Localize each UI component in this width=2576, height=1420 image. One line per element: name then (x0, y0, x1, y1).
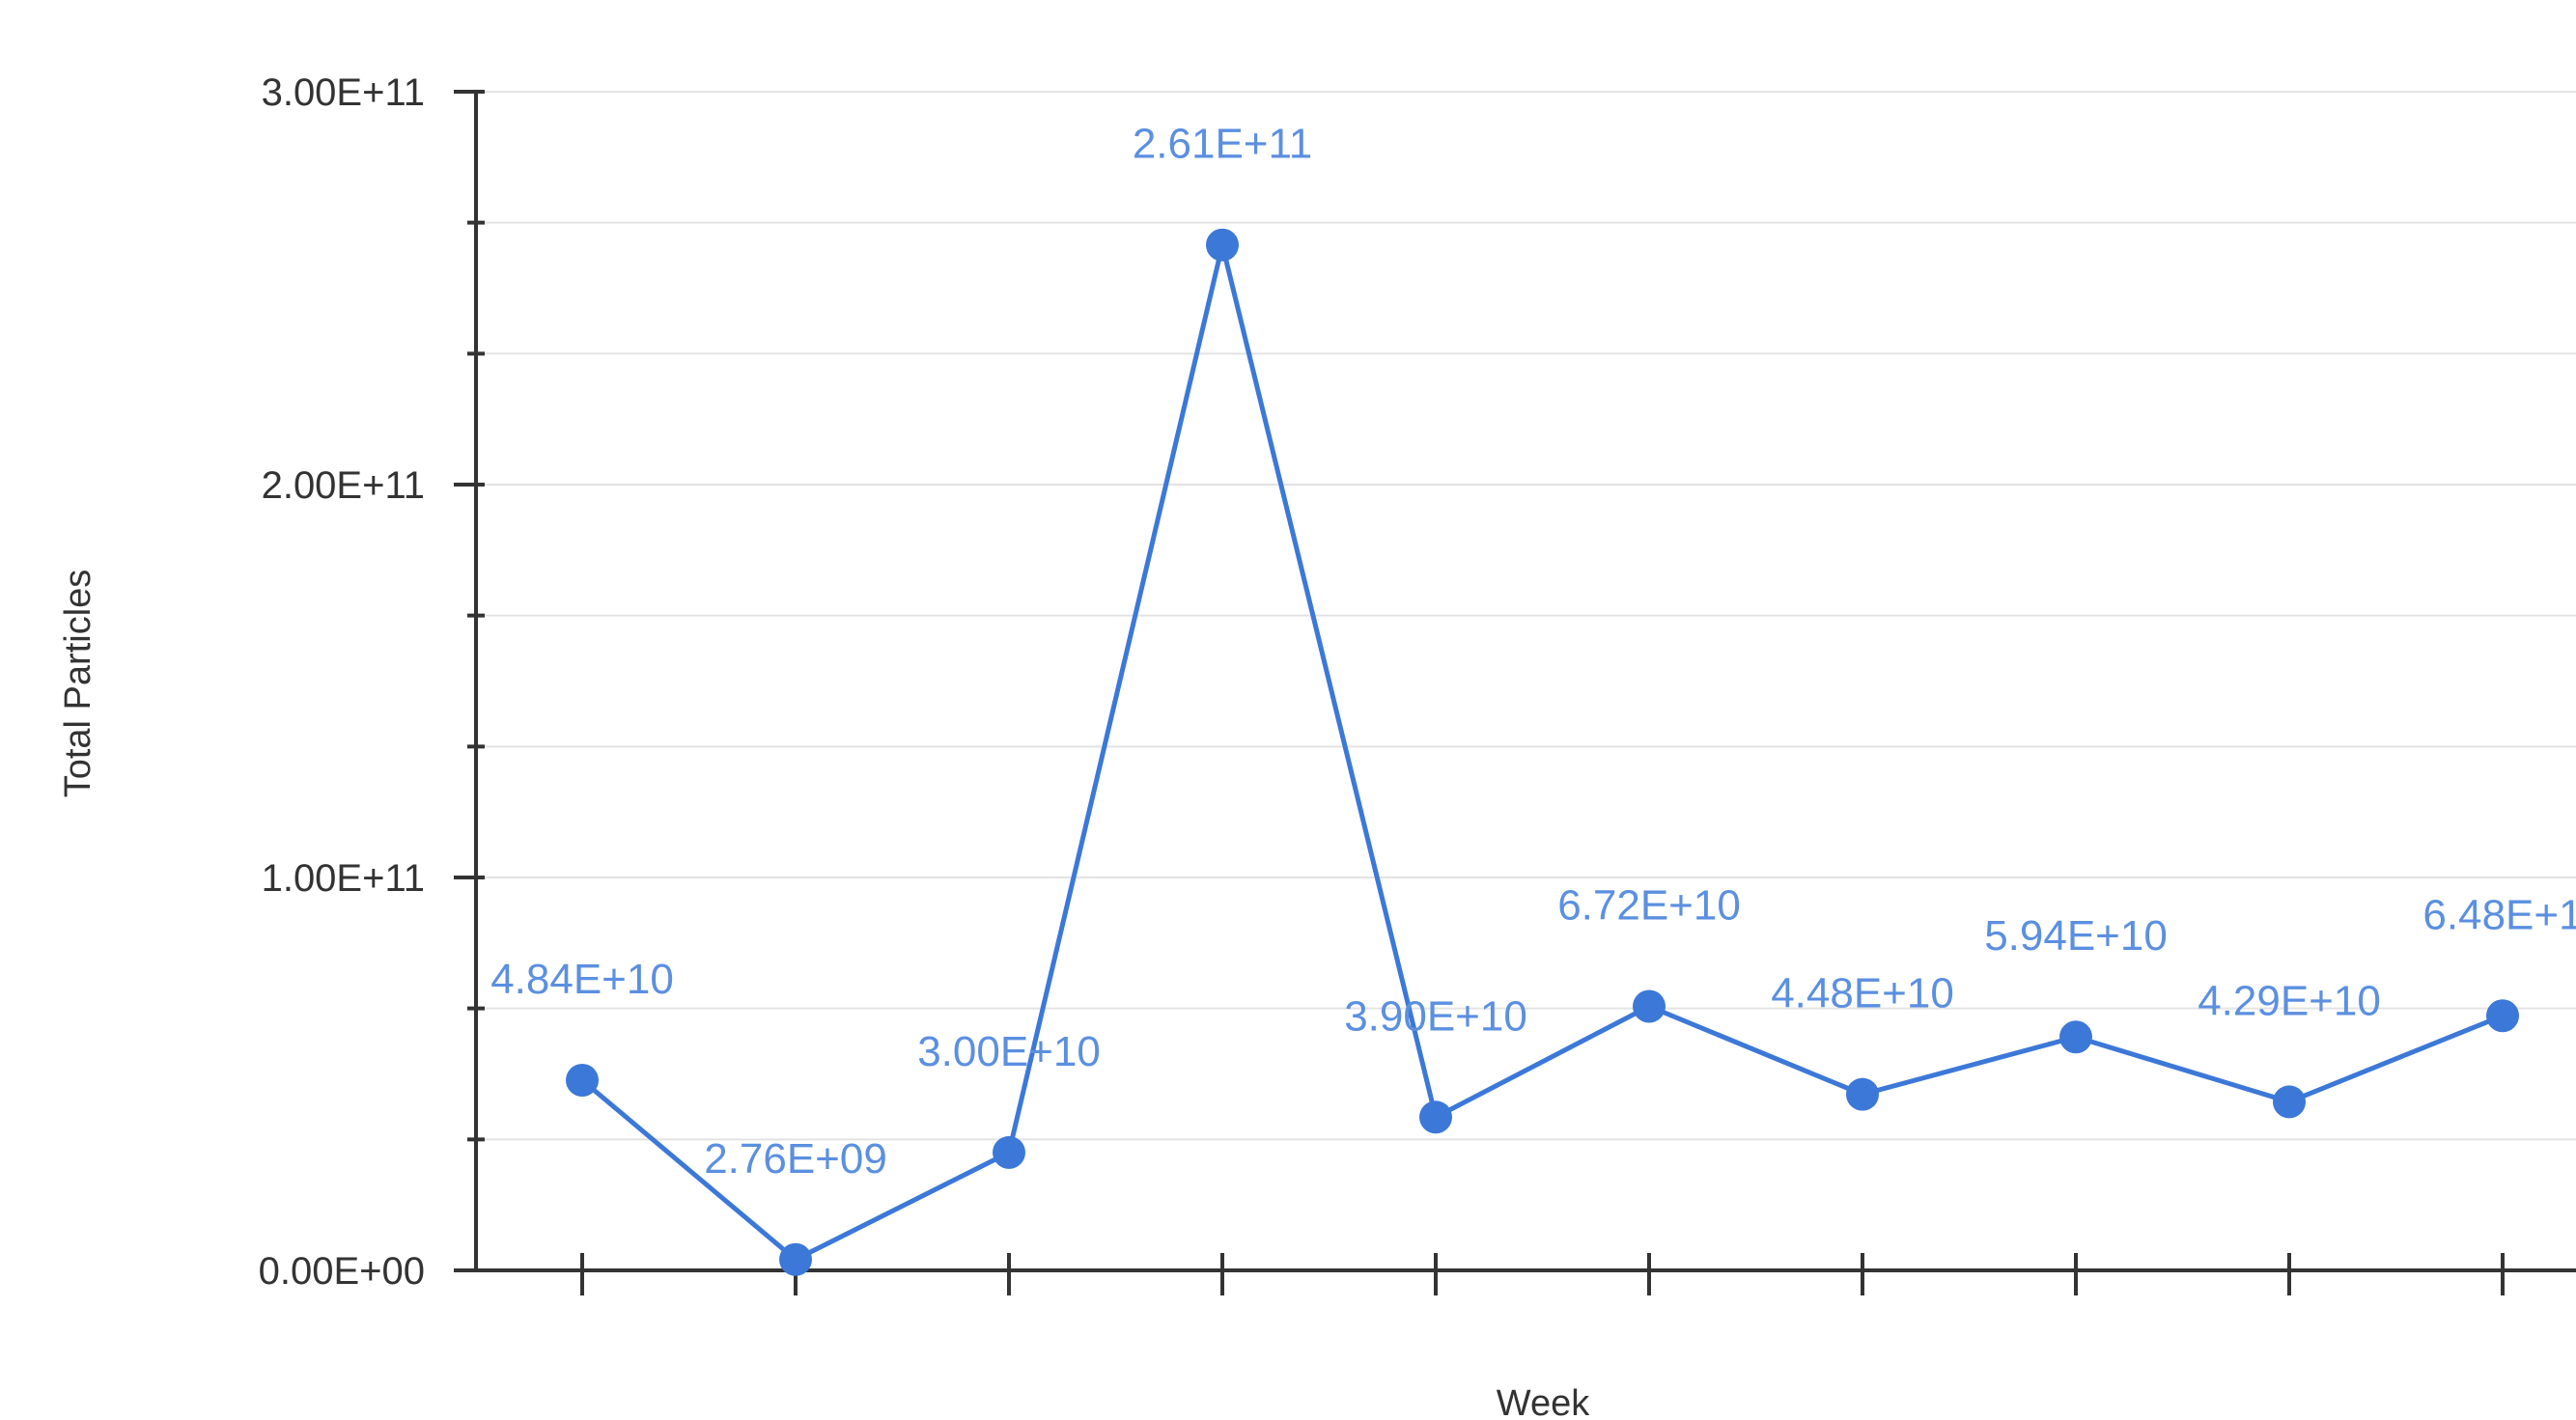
data-point (993, 1135, 1025, 1169)
data-point (566, 1064, 599, 1098)
data-label: 4.48E+10 (1771, 970, 1954, 1017)
data-point (1419, 1100, 1452, 1134)
y-tick-labels: 0.00E+00 1.00E+11 2.00E+11 3.00E+11 (259, 71, 485, 1293)
data-label: 4.29E+10 (2198, 977, 2381, 1024)
gridlines (467, 90, 2576, 1142)
data-label: 3.90E+10 (1344, 992, 1527, 1040)
data-point (779, 1242, 812, 1276)
data-points (566, 228, 2519, 1276)
y-tick-label: 1.00E+11 (262, 857, 425, 900)
data-point (2059, 1020, 2092, 1054)
data-labels: 4.84E+10 2.76E+09 3.00E+10 2.61E+11 3.90E+10… (490, 121, 2576, 1183)
y-axis-title: Total Particles (58, 570, 98, 798)
data-point (1846, 1077, 1879, 1111)
data-label: 6.72E+10 (1557, 881, 1741, 929)
x-ticks (580, 1253, 2505, 1295)
y-tick-label: 0.00E+00 (259, 1250, 425, 1293)
data-label: 5.94E+10 (1984, 912, 2168, 960)
y-tick-label: 3.00E+11 (262, 71, 425, 114)
data-label: 3.00E+10 (917, 1028, 1101, 1075)
data-point (1206, 228, 1239, 262)
data-point (1633, 989, 1666, 1023)
x-axis-title: Week (1497, 1383, 1590, 1420)
data-label: 2.61E+11 (1133, 121, 1312, 168)
series-line (580, 244, 2504, 1263)
data-label: 2.76E+09 (704, 1135, 887, 1183)
data-label: 6.48E+1 (2422, 891, 2576, 938)
data-label: 4.84E+10 (490, 956, 674, 1003)
chart-title-cropped (68, 0, 2192, 12)
data-point (2486, 999, 2519, 1033)
y-tick-label: 2.00E+11 (262, 464, 425, 507)
data-point (2273, 1085, 2306, 1119)
